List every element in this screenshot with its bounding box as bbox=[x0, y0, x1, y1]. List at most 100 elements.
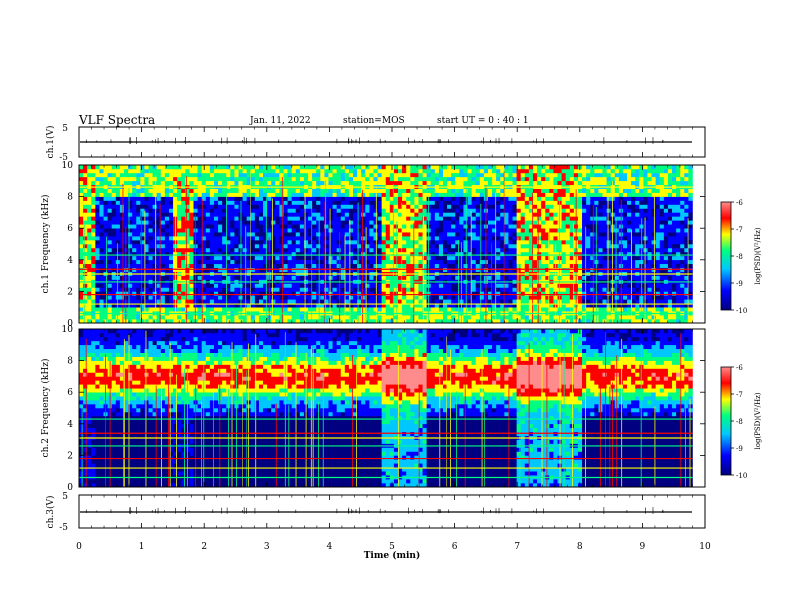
spectrogram-cell bbox=[152, 303, 158, 308]
spectrogram-cell bbox=[287, 168, 292, 174]
spectrogram-cell bbox=[91, 307, 96, 312]
spectrogram-cell bbox=[402, 291, 407, 296]
spectrogram-cell bbox=[455, 315, 460, 320]
spectrogram-cell bbox=[377, 200, 382, 205]
spectrogram-cell bbox=[500, 196, 505, 201]
spectrogram-cell bbox=[524, 315, 530, 320]
spectrogram-cell bbox=[312, 228, 317, 233]
spectrogram-cell bbox=[430, 200, 436, 205]
spectrogram-cell bbox=[140, 244, 145, 249]
spectrogram-cell bbox=[246, 224, 252, 229]
spectrogram-cell bbox=[312, 200, 317, 205]
spectrogram-cell bbox=[283, 275, 288, 280]
spectrogram-cell bbox=[532, 232, 538, 237]
spectrogram-cell bbox=[406, 295, 411, 300]
spectrogram-cell bbox=[279, 263, 284, 268]
spectrogram-cell bbox=[332, 208, 337, 213]
spectrogram-cell bbox=[275, 275, 280, 280]
spectrogram-cell bbox=[353, 259, 358, 265]
spectrogram-cell bbox=[328, 192, 333, 197]
spectrogram-cell bbox=[119, 307, 125, 312]
spectrogram-cell bbox=[128, 212, 133, 217]
spectrogram-cell bbox=[79, 188, 84, 193]
spectrogram-cell bbox=[250, 275, 256, 280]
spectrogram-cell bbox=[185, 192, 190, 197]
spectrogram-cell bbox=[569, 287, 575, 292]
spectrogram-cell bbox=[144, 283, 149, 288]
spectrogram-cell bbox=[160, 307, 166, 312]
spectrogram-cell bbox=[512, 263, 517, 268]
spectrogram-cell bbox=[87, 283, 92, 288]
spectrogram-cell bbox=[381, 188, 387, 193]
spectrogram-cell bbox=[308, 216, 313, 221]
spectrogram-cell bbox=[475, 188, 481, 193]
spectrogram-cell bbox=[87, 303, 92, 308]
spectrogram-cell bbox=[205, 232, 211, 237]
spectrogram-cell bbox=[140, 224, 145, 229]
spectrogram-cell bbox=[500, 204, 505, 209]
spectrogram-cell bbox=[234, 283, 239, 288]
spectrogram-cell bbox=[422, 287, 427, 292]
spectrogram-cell bbox=[279, 303, 284, 308]
spectrogram-cell bbox=[377, 180, 382, 186]
spectrogram-cell bbox=[492, 204, 497, 209]
spectrogram-cell bbox=[357, 220, 362, 225]
spectrogram-cell bbox=[156, 287, 162, 292]
spectrogram-cell bbox=[500, 319, 505, 324]
spectrogram-cell bbox=[287, 319, 292, 324]
spectrogram-cell bbox=[414, 287, 419, 292]
spectrogram-cell bbox=[103, 168, 108, 174]
spectrogram-cell bbox=[201, 303, 207, 308]
spectrogram-cell bbox=[267, 200, 272, 205]
spectrogram-cell bbox=[361, 283, 366, 288]
spectrogram-cell bbox=[430, 228, 436, 233]
spectrogram-cell bbox=[111, 240, 117, 245]
spectrogram-cell bbox=[496, 255, 501, 261]
spectrogram-cell bbox=[295, 172, 301, 178]
spectrogram-cell bbox=[561, 212, 566, 217]
spectrogram-cell bbox=[299, 180, 305, 186]
spectrogram-cell bbox=[234, 212, 239, 217]
spectrogram-cell bbox=[103, 188, 108, 193]
spectrogram-cell bbox=[385, 224, 391, 229]
spectrogram-cell bbox=[250, 188, 256, 193]
spectrogram-cell bbox=[189, 200, 194, 205]
spectrogram-cell bbox=[230, 172, 235, 178]
spectrogram-cell bbox=[537, 307, 542, 312]
spectrogram-cell bbox=[434, 200, 440, 205]
spectrogram-cell bbox=[520, 168, 526, 174]
spectrogram-cell bbox=[496, 196, 501, 201]
spectrogram-cell bbox=[209, 204, 215, 209]
spectrogram-cell bbox=[393, 172, 399, 178]
spectrogram-cell bbox=[254, 244, 260, 249]
spectrogram-cell bbox=[414, 244, 419, 249]
spectrogram-cell bbox=[328, 251, 333, 257]
spectrogram-cell bbox=[516, 188, 522, 193]
spectrogram-cell bbox=[303, 291, 309, 296]
spectrogram-cell bbox=[164, 168, 170, 174]
spectrogram-cell bbox=[414, 196, 419, 201]
spectrogram-cell bbox=[226, 263, 231, 268]
spectrogram-cell bbox=[132, 176, 137, 182]
spectrogram-cell bbox=[234, 216, 239, 221]
spectrogram-cell bbox=[312, 275, 317, 280]
spectrogram-cell bbox=[434, 192, 440, 197]
spectrogram-cell bbox=[528, 220, 534, 225]
spectrogram-cell bbox=[414, 236, 419, 241]
spectrogram-cell bbox=[246, 299, 252, 304]
spectrogram-cell bbox=[492, 283, 497, 288]
spectrogram-cell bbox=[250, 232, 256, 237]
spectrogram-cell bbox=[434, 263, 440, 268]
spectrogram-cell bbox=[516, 224, 522, 229]
spectrogram-cell bbox=[197, 204, 202, 209]
spectrogram-cell bbox=[234, 315, 239, 320]
spectrogram-cell bbox=[328, 283, 333, 288]
spectrogram-cell bbox=[164, 291, 170, 296]
spectrogram-cell bbox=[459, 172, 464, 178]
spectrogram-cell bbox=[234, 307, 239, 312]
spectrogram-cell bbox=[524, 232, 530, 237]
spectrogram-cell bbox=[332, 319, 337, 324]
spectrogram-cell bbox=[218, 165, 223, 170]
spectrogram-cell bbox=[438, 232, 444, 237]
spectrogram-cell bbox=[140, 208, 145, 213]
